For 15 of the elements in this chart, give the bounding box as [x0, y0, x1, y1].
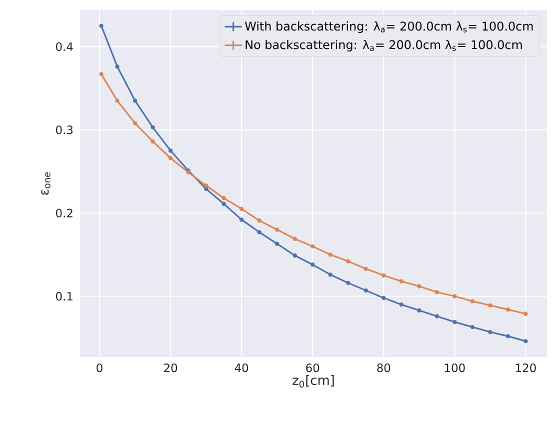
legend-label: No backscattering: λ$_{a}$= 200.0cm λ$_{s}$= 100.0cm: [246, 40, 522, 52]
x-tick-label: 60: [306, 364, 320, 372]
x-axis-title: z$_{0}$[cm]: [292, 375, 334, 388]
x-tick-label: 0: [96, 364, 102, 372]
x-tick-label: 120: [516, 364, 536, 372]
y-tick-label: 0.4: [56, 42, 73, 51]
y-tick-label: 0.1: [56, 292, 72, 301]
x-tick-label: 40: [234, 364, 248, 372]
x-tick-label: 20: [164, 364, 178, 372]
y-tick-label: 0.3: [56, 125, 73, 134]
x-tick-label: 80: [377, 364, 390, 372]
y-axis-title: ε$_{one}$: [41, 172, 50, 195]
legend-label: With backscattering: λ$_{a}$= 200.0cm λ$_{s}$= 100.0cm: [244, 21, 533, 33]
x-tick-label: 100: [445, 364, 465, 372]
y-tick-label: 0.2: [56, 208, 72, 218]
